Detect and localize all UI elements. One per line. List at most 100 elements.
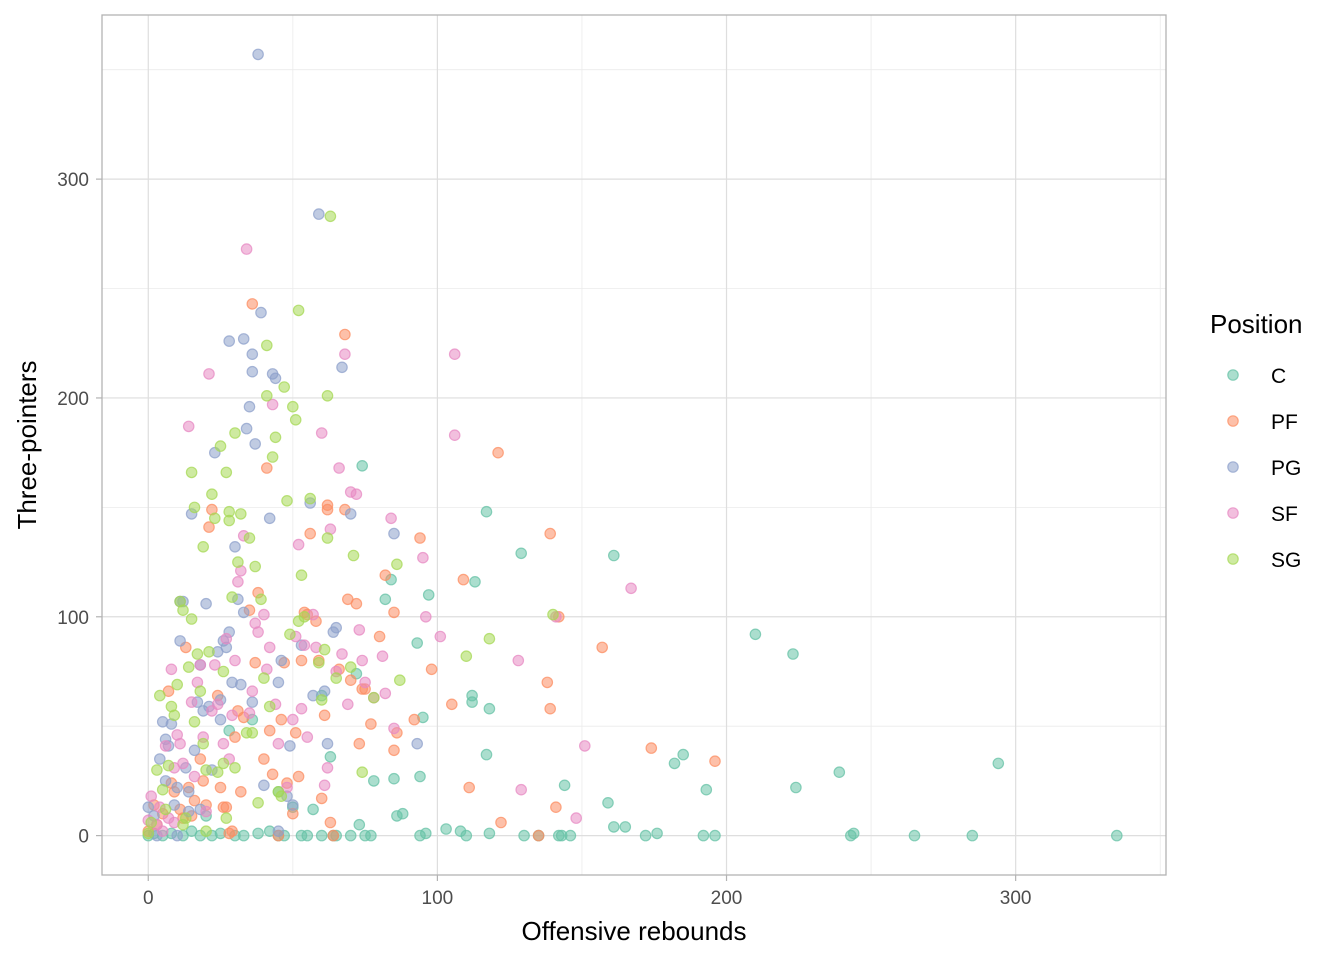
point-SG: [324, 210, 337, 223]
point-SF: [353, 624, 366, 636]
y-tick-label: 100: [57, 608, 89, 629]
point-C: [518, 829, 530, 842]
y-tick-label: 300: [57, 170, 89, 191]
point-SG: [162, 759, 175, 772]
legend-key-SF: [1227, 507, 1239, 519]
point-PF: [373, 630, 386, 643]
point-SG: [260, 389, 273, 402]
point-SF: [341, 698, 354, 711]
point-PG: [154, 753, 166, 765]
point-SG: [151, 764, 163, 776]
point-PF: [596, 641, 608, 654]
point-C: [639, 829, 652, 842]
point-C: [356, 459, 368, 472]
point-SG: [200, 825, 212, 837]
point-SF: [194, 659, 207, 671]
point-SG: [185, 613, 198, 625]
point-SG: [547, 608, 559, 621]
point-SF: [209, 659, 221, 671]
point-SG: [318, 643, 331, 656]
point-C: [367, 775, 380, 787]
point-SG: [483, 632, 496, 645]
point-C: [365, 829, 377, 842]
point-C: [301, 829, 314, 842]
point-PG: [344, 508, 357, 520]
point-PF: [188, 794, 201, 807]
point-SF: [625, 582, 637, 595]
point-SF: [211, 698, 224, 711]
point-SF: [356, 654, 368, 667]
point-C: [483, 827, 496, 840]
point-C: [709, 829, 721, 842]
point-PF: [541, 676, 554, 689]
point-PF: [246, 298, 259, 310]
point-SG: [220, 812, 233, 824]
point-SG: [249, 560, 261, 573]
point-PF: [445, 698, 458, 711]
legend-label-PG: PG: [1271, 457, 1301, 480]
point-SG: [243, 532, 256, 544]
point-PG: [388, 527, 400, 540]
point-SF: [232, 575, 244, 588]
point-SG: [312, 656, 325, 669]
point-SG: [367, 691, 380, 704]
point-SG: [191, 648, 204, 660]
x-tick-label: 300: [1000, 888, 1032, 909]
point-SG: [220, 466, 233, 479]
point-SF: [376, 650, 389, 662]
point-C: [602, 796, 614, 809]
data-points: [142, 48, 1123, 842]
y-tick-label: 200: [57, 389, 89, 410]
point-SF: [417, 551, 429, 564]
point-PF: [339, 328, 351, 341]
point-PG: [330, 621, 342, 634]
point-PG: [336, 361, 348, 374]
grid-major: [102, 15, 1166, 875]
point-C: [315, 829, 328, 842]
point-SG: [292, 304, 305, 317]
point-PF: [235, 785, 247, 798]
x-axis-title: Offensive rebounds: [522, 916, 747, 946]
point-PG: [235, 678, 247, 691]
point-C: [414, 829, 426, 842]
point-SG: [142, 827, 155, 840]
point-PF: [388, 606, 400, 619]
point-SF: [203, 368, 215, 380]
point-PF: [645, 742, 658, 754]
point-SG: [177, 818, 189, 831]
point-SG: [194, 685, 207, 697]
point-SG: [393, 674, 406, 686]
point-SG: [356, 766, 368, 778]
point-SF: [448, 348, 461, 360]
point-PF: [495, 816, 507, 829]
point-SG: [197, 737, 209, 750]
legend-key-PG: [1227, 461, 1239, 473]
x-axis-ticks: 0 100 200 300: [143, 875, 1032, 909]
point-C: [833, 766, 846, 778]
point-PF: [304, 527, 316, 540]
point-SG: [391, 558, 403, 571]
point-SF: [159, 740, 172, 752]
point-SG: [260, 339, 273, 352]
point-SF: [388, 722, 400, 735]
point-SF: [419, 610, 432, 623]
point-SF: [229, 654, 241, 667]
point-C: [379, 593, 392, 606]
point-SG: [304, 492, 316, 505]
point-PF: [350, 597, 363, 610]
legend-label-PF: PF: [1271, 411, 1298, 434]
point-SF: [258, 608, 270, 621]
point-SG: [266, 451, 279, 463]
point-C: [480, 505, 493, 518]
point-C: [787, 648, 799, 660]
point-SF: [578, 740, 591, 752]
point-PG: [237, 333, 250, 345]
point-PG: [321, 737, 334, 750]
point-PF: [292, 770, 305, 783]
point-PG: [223, 335, 235, 347]
legend-key-SG: [1227, 553, 1239, 565]
point-PG: [272, 676, 285, 689]
point-SF: [246, 685, 259, 697]
point-PG: [174, 635, 186, 647]
point-SF: [174, 737, 186, 750]
